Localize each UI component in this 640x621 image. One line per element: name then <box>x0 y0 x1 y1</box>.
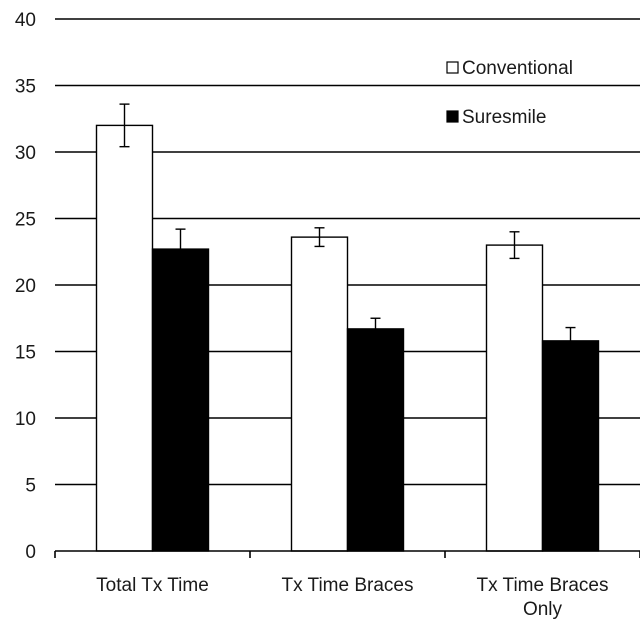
y-tick-label: 25 <box>15 210 36 231</box>
bar-conventional-2 <box>292 237 348 551</box>
bar-suresmile-2 <box>348 329 404 551</box>
x-category-label: Tx Time Braces <box>282 575 414 596</box>
y-tick-label: 15 <box>15 343 36 364</box>
x-category-label: Tx Time Braces Only <box>477 575 609 620</box>
x-category-label: Total Tx Time <box>96 575 209 596</box>
y-tick-label: 35 <box>15 77 36 98</box>
legend: Conventional Suresmile <box>447 58 573 128</box>
bar-conventional-3 <box>487 245 543 551</box>
legend-swatch-conventional <box>447 62 458 73</box>
y-tick-label: 10 <box>15 409 36 430</box>
y-tick-label: 30 <box>15 143 36 164</box>
legend-swatch-suresmile <box>447 111 458 122</box>
legend-label-suresmile: Suresmile <box>462 107 546 128</box>
y-tick-label: 20 <box>15 276 36 297</box>
y-axis-ticks: 0 5 10 15 20 25 30 35 40 <box>15 10 36 563</box>
x-axis-categories: Total Tx Time Tx Time Braces Tx Time Brace… <box>96 575 608 620</box>
bar-conventional-1 <box>97 125 153 551</box>
y-tick-label: 40 <box>15 10 36 31</box>
bar-suresmile-1 <box>153 249 209 551</box>
x-axis <box>55 551 640 558</box>
y-tick-label: 5 <box>25 476 36 497</box>
y-tick-label: 0 <box>25 542 36 563</box>
legend-label-conventional: Conventional <box>462 58 573 79</box>
bar-suresmile-3 <box>543 341 599 551</box>
bars <box>97 104 599 551</box>
